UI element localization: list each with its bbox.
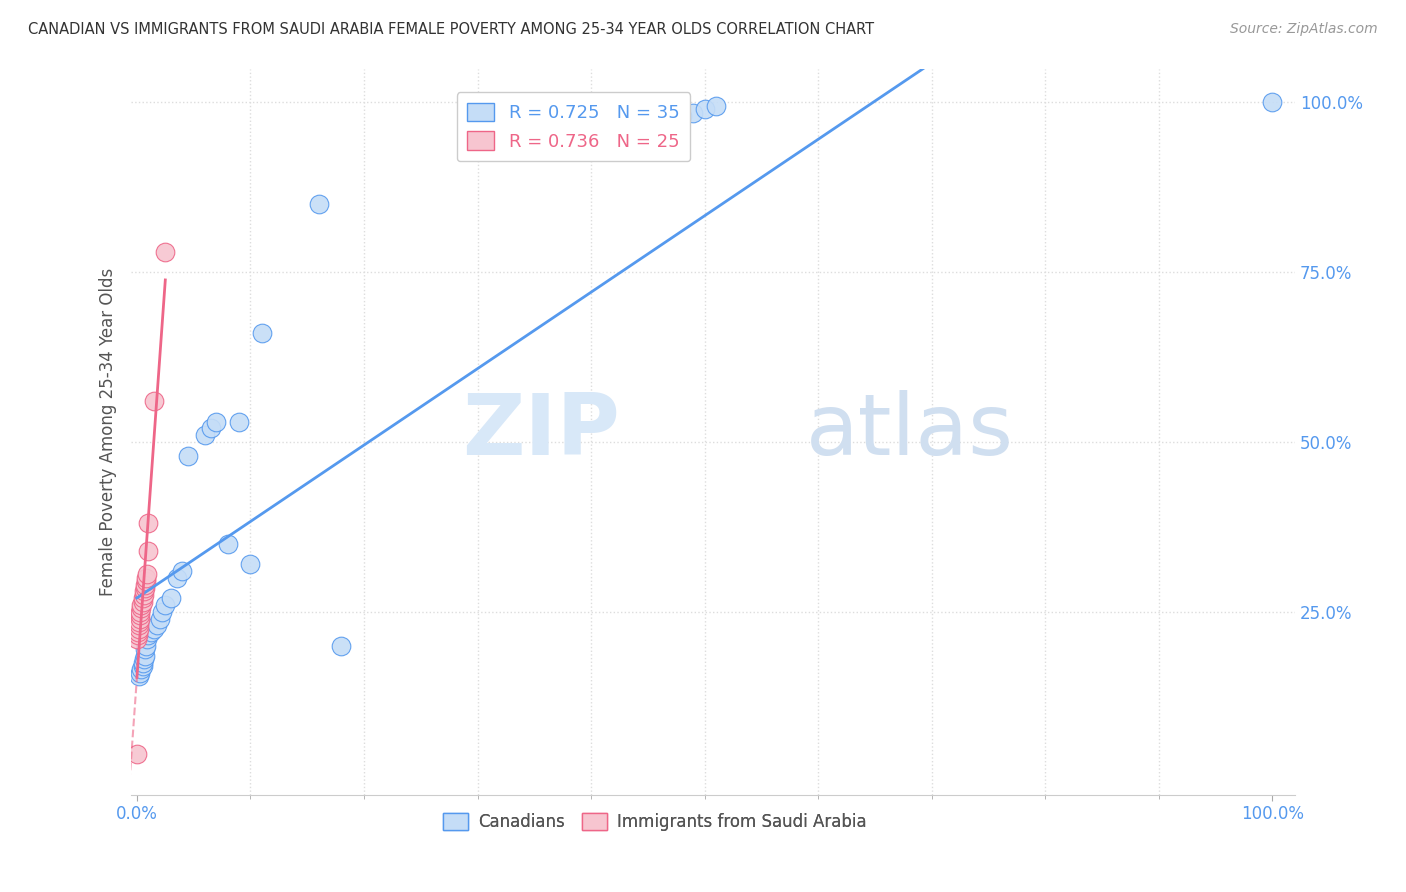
Point (131, 659, 153, 673)
Point (129, 605, 152, 619)
Point (136, 628, 159, 642)
Point (131, 598, 153, 612)
Point (239, 558, 262, 572)
Point (134, 577, 156, 591)
Point (128, 622, 150, 636)
Point (330, 639, 353, 653)
Point (129, 611, 152, 625)
Point (131, 656, 153, 670)
Point (142, 394, 165, 409)
Point (150, 605, 173, 619)
Point (205, 415, 228, 429)
Point (134, 642, 156, 657)
Point (131, 601, 153, 615)
Point (172, 564, 194, 578)
Point (136, 516, 159, 531)
Point (136, 543, 159, 558)
Point (1261, 95, 1284, 110)
Point (135, 639, 157, 653)
Point (136, 632, 159, 646)
Point (149, 611, 172, 625)
Point (136, 567, 159, 582)
Point (228, 415, 250, 429)
Point (146, 618, 169, 632)
Point (125, 632, 148, 646)
Point (217, 537, 239, 551)
Point (155, 598, 177, 612)
Point (131, 594, 153, 608)
Point (129, 665, 152, 680)
Point (127, 625, 149, 640)
Point (128, 618, 150, 632)
Point (155, 244, 177, 259)
Point (132, 652, 155, 666)
Point (200, 421, 222, 435)
Text: Source: ZipAtlas.com: Source: ZipAtlas.com (1230, 22, 1378, 37)
Point (166, 571, 188, 585)
Point (308, 197, 330, 211)
Point (142, 622, 165, 636)
Point (177, 449, 200, 463)
Point (671, 109, 693, 123)
Point (693, 102, 716, 116)
Point (194, 428, 217, 442)
Point (132, 588, 155, 602)
Point (160, 591, 183, 606)
Point (131, 663, 153, 677)
Point (128, 615, 150, 629)
Text: atlas: atlas (806, 391, 1014, 474)
Point (129, 608, 152, 623)
Point (134, 648, 156, 663)
Point (132, 584, 155, 599)
Point (125, 747, 148, 762)
Text: CANADIAN VS IMMIGRANTS FROM SAUDI ARABIA FEMALE POVERTY AMONG 25-34 YEAR OLDS CO: CANADIAN VS IMMIGRANTS FROM SAUDI ARABIA… (28, 22, 875, 37)
Point (131, 591, 153, 606)
Point (682, 105, 704, 120)
Text: ZIP: ZIP (463, 391, 620, 474)
Point (250, 326, 273, 341)
Point (135, 574, 157, 589)
Legend: Canadians, Immigrants from Saudi Arabia: Canadians, Immigrants from Saudi Arabia (437, 806, 873, 838)
Y-axis label: Female Poverty Among 25-34 Year Olds: Female Poverty Among 25-34 Year Olds (100, 268, 117, 596)
Point (135, 571, 157, 585)
Point (134, 581, 156, 595)
Point (127, 628, 149, 642)
Point (139, 625, 162, 640)
Point (128, 669, 150, 683)
Point (704, 99, 727, 113)
